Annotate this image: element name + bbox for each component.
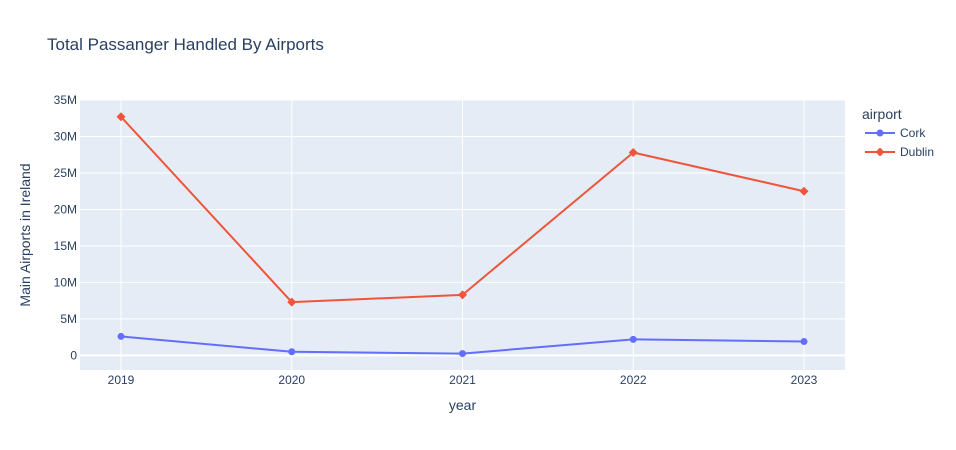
series-cork: [117, 332, 808, 358]
y-tick-label: 35M: [54, 93, 77, 107]
y-tick-label: 20M: [54, 202, 77, 216]
data-point-dublin[interactable]: [458, 290, 467, 300]
x-tick-label: 2021: [449, 373, 476, 387]
data-point-cork[interactable]: [800, 338, 808, 346]
legend[interactable]: airport Cork Dublin: [862, 106, 934, 159]
x-axis-title: year: [449, 397, 477, 413]
series-lines: [116, 112, 809, 358]
data-point-dublin[interactable]: [287, 297, 297, 307]
chart-title: Total Passanger Handled By Airports: [47, 35, 324, 54]
y-tick-label: 0: [70, 348, 77, 362]
x-tick-label: 2022: [620, 373, 647, 387]
axis-ticks: 0 5M 10M 15M 20M 25M 30M 35M 2019 2020 2021 2022 202…: [54, 93, 818, 387]
data-point-cork[interactable]: [117, 332, 125, 340]
x-tick-label: 2023: [791, 373, 818, 387]
x-tick-label: 2020: [278, 373, 305, 387]
data-point-dublin[interactable]: [628, 148, 638, 158]
y-tick-label: 30M: [54, 129, 77, 143]
legend-item-cork[interactable]: Cork: [865, 126, 926, 140]
data-point-dublin[interactable]: [116, 112, 126, 122]
legend-marker[interactable]: [875, 147, 885, 157]
data-point-dublin[interactable]: [799, 186, 809, 196]
legend-title: airport: [862, 106, 902, 122]
legend-marker[interactable]: [876, 129, 884, 137]
y-tick-label: 25M: [54, 166, 77, 180]
legend-item-dublin[interactable]: Dublin: [865, 145, 934, 159]
y-tick-label: 15M: [54, 239, 77, 253]
data-point-cork[interactable]: [288, 348, 296, 356]
legend-label: Dublin: [900, 145, 934, 159]
data-point-cork[interactable]: [629, 335, 637, 343]
y-tick-label: 10M: [54, 275, 77, 289]
y-axis-title: Main Airports in Ireland: [17, 163, 33, 306]
series-dublin: [116, 112, 809, 307]
legend-label: Cork: [900, 126, 926, 140]
grid-lines: [80, 99, 845, 370]
x-tick-label: 2019: [108, 373, 135, 387]
y-tick-label: 5M: [60, 312, 77, 326]
data-point-cork[interactable]: [459, 350, 466, 358]
